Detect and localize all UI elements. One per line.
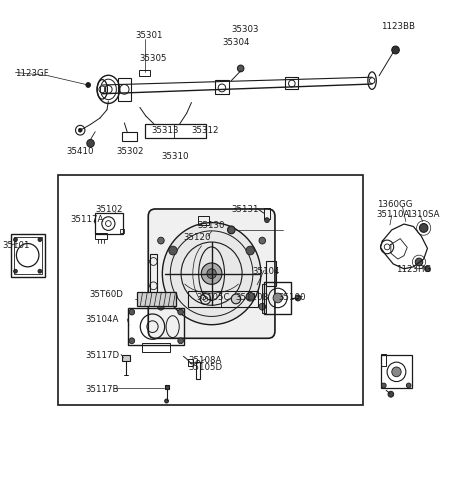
Text: 35108A: 35108A xyxy=(188,355,221,364)
Circle shape xyxy=(169,246,177,255)
Text: 35117D: 35117D xyxy=(85,350,119,359)
Text: 35130: 35130 xyxy=(197,220,225,229)
Circle shape xyxy=(392,47,399,55)
Bar xyxy=(95,214,123,234)
Bar xyxy=(144,124,205,138)
Text: 35303: 35303 xyxy=(231,25,259,34)
Circle shape xyxy=(415,259,423,266)
Bar xyxy=(285,78,298,90)
Text: 35105C: 35105C xyxy=(196,292,229,301)
Text: 35120: 35120 xyxy=(184,232,211,241)
Bar xyxy=(122,356,130,362)
Text: 35105D: 35105D xyxy=(188,362,222,371)
Circle shape xyxy=(78,129,82,133)
Text: 35305: 35305 xyxy=(140,54,167,63)
Bar xyxy=(188,359,193,366)
Text: 35T60D: 35T60D xyxy=(90,289,124,298)
Text: 35302: 35302 xyxy=(117,146,144,155)
Circle shape xyxy=(158,304,164,310)
Bar xyxy=(264,283,291,314)
Circle shape xyxy=(420,224,428,233)
Bar xyxy=(380,356,413,388)
Bar xyxy=(136,292,177,306)
FancyBboxPatch shape xyxy=(148,209,275,339)
Circle shape xyxy=(162,223,261,325)
Circle shape xyxy=(14,238,17,242)
Bar xyxy=(188,291,258,307)
Text: 35110B: 35110B xyxy=(235,292,269,301)
Text: 35312: 35312 xyxy=(192,125,219,135)
Text: 35310: 35310 xyxy=(161,151,188,160)
Circle shape xyxy=(86,83,91,88)
Text: 1123HG: 1123HG xyxy=(396,265,431,274)
Bar xyxy=(118,79,131,102)
Bar xyxy=(122,132,136,142)
Circle shape xyxy=(237,66,244,73)
Circle shape xyxy=(273,293,282,303)
Text: 1360GG: 1360GG xyxy=(377,200,412,209)
Circle shape xyxy=(265,218,270,223)
Bar xyxy=(120,229,124,233)
Circle shape xyxy=(381,383,386,388)
Text: 35104A: 35104A xyxy=(85,315,118,324)
Circle shape xyxy=(207,269,216,279)
Bar xyxy=(139,71,150,77)
Bar xyxy=(196,362,200,379)
Circle shape xyxy=(129,309,135,315)
Text: 35304: 35304 xyxy=(222,38,249,47)
Circle shape xyxy=(178,338,184,344)
Circle shape xyxy=(246,246,254,255)
Bar xyxy=(165,386,169,389)
Bar xyxy=(11,234,44,277)
Bar xyxy=(197,217,209,225)
Text: 35100: 35100 xyxy=(278,292,306,301)
Text: 35104: 35104 xyxy=(253,266,280,275)
Text: 35131: 35131 xyxy=(231,204,259,214)
Text: 35110A: 35110A xyxy=(377,209,410,219)
Text: 35101: 35101 xyxy=(2,241,30,249)
Circle shape xyxy=(231,294,241,304)
Circle shape xyxy=(87,140,94,148)
Circle shape xyxy=(406,383,411,388)
Circle shape xyxy=(246,293,254,302)
Circle shape xyxy=(38,238,42,242)
Text: 35117A: 35117A xyxy=(71,214,104,223)
Bar xyxy=(128,308,185,345)
Circle shape xyxy=(169,293,177,302)
Text: 1123BB: 1123BB xyxy=(381,22,415,31)
Text: 1123GF: 1123GF xyxy=(16,69,49,78)
Circle shape xyxy=(38,270,42,274)
Circle shape xyxy=(259,304,266,310)
Bar xyxy=(95,233,107,239)
Circle shape xyxy=(178,309,184,315)
Circle shape xyxy=(259,238,266,244)
Bar xyxy=(380,354,386,366)
Circle shape xyxy=(388,391,394,397)
Bar xyxy=(58,176,362,405)
Text: 35301: 35301 xyxy=(135,31,163,40)
Text: 35117B: 35117B xyxy=(85,384,118,393)
Circle shape xyxy=(129,338,135,344)
Circle shape xyxy=(165,399,169,403)
Circle shape xyxy=(201,264,222,285)
Bar xyxy=(264,209,270,220)
Text: 35313: 35313 xyxy=(152,125,179,135)
Bar xyxy=(266,262,276,286)
Bar xyxy=(150,255,157,293)
Circle shape xyxy=(158,238,164,244)
Text: 35102: 35102 xyxy=(95,204,123,214)
Bar xyxy=(215,81,229,95)
Circle shape xyxy=(295,295,301,301)
Circle shape xyxy=(228,226,235,234)
Text: 1310SA: 1310SA xyxy=(406,209,439,219)
Bar xyxy=(262,285,267,313)
Circle shape xyxy=(425,266,430,272)
Circle shape xyxy=(14,270,17,274)
Text: 35410: 35410 xyxy=(66,146,93,155)
Bar xyxy=(142,344,170,352)
Circle shape xyxy=(392,367,401,377)
Bar xyxy=(14,237,42,274)
